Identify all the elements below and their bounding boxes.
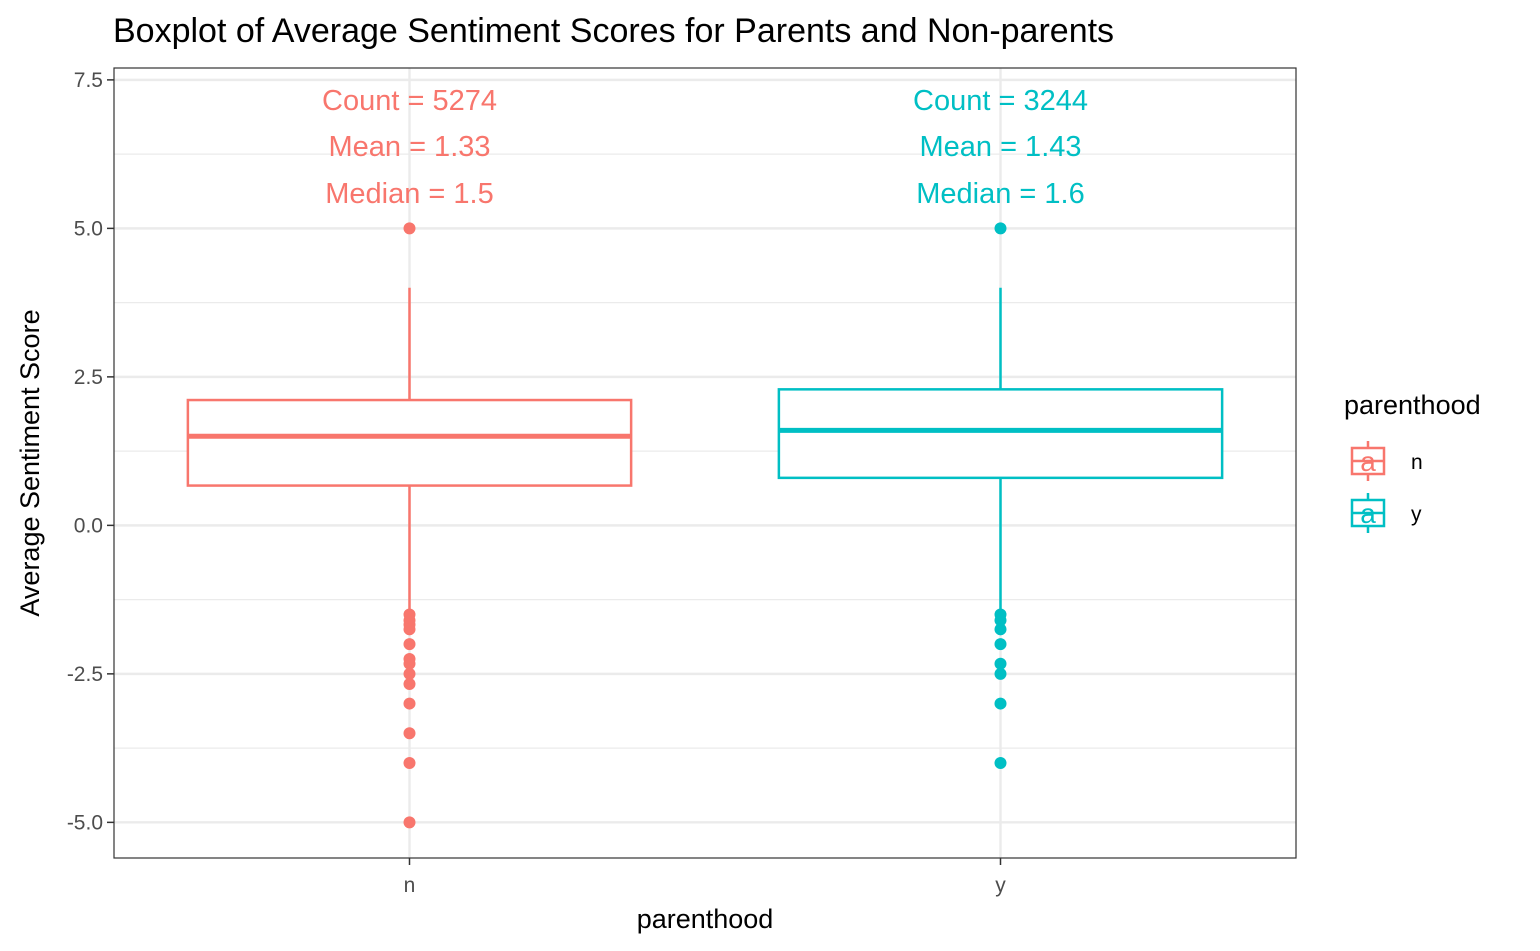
outlier-point [403,697,416,710]
legend-title: parenthood [1344,390,1481,420]
box-group-y [777,222,1224,769]
y-axis: -5.0 -2.5 0.0 2.5 5.0 7.5 [67,69,114,834]
x-tick-label: y [995,874,1006,897]
legend-label-y: y [1411,503,1422,526]
group-annotations: Count = 5274 Mean = 1.33 Median = 1.5 Count… [322,85,1088,210]
outlier-point [994,657,1007,670]
annotation-y: Count = 3244 [913,85,1088,117]
legend: parenthood a n a y [1344,390,1481,533]
boxplot-groups [186,222,1224,829]
outlier-point [403,623,416,636]
legend-key-n: a [1350,441,1386,481]
outlier-point [403,222,416,235]
outlier-point [403,677,416,690]
outlier-point [994,222,1007,235]
x-tick-label: n [404,874,416,897]
legend-key-glyph: a [1360,446,1376,477]
outlier-point [994,614,1007,627]
outlier-point [403,727,416,740]
annotation-y: Median = 1.6 [916,178,1084,210]
plot-panel-border [113,67,1297,859]
outlier-point [403,638,416,651]
outlier-point [403,816,416,829]
legend-key-y: a [1350,493,1386,533]
box-iqr [186,398,633,487]
legend-key-glyph: a [1360,498,1376,529]
y-tick-label: -5.0 [67,811,103,834]
outlier-point [403,657,416,670]
legend-label-n: n [1411,451,1423,474]
annotation-y: Mean = 1.43 [919,131,1081,163]
annotation-n: Median = 1.5 [325,178,493,210]
outlier-point [994,756,1007,769]
outlier-point [994,667,1007,680]
y-tick-label: 5.0 [74,217,103,240]
y-tick-label: 2.5 [74,366,103,389]
outlier-point [403,667,416,680]
annotation-n: Mean = 1.33 [328,131,490,163]
annotation-n: Count = 5274 [322,85,497,117]
y-axis-title: Average Sentiment Score [15,309,45,616]
box-group-n [186,222,633,829]
box-iqr [777,388,1224,480]
y-tick-label: -2.5 [67,663,103,686]
y-tick-label: 7.5 [74,69,103,92]
outlier-point [994,697,1007,710]
outlier-point [994,638,1007,651]
outlier-point [403,756,416,769]
chart-title: Boxplot of Average Sentiment Scores for … [113,12,1114,50]
y-tick-label: 0.0 [74,514,103,537]
outlier-point [994,623,1007,636]
x-axis-title: parenthood [637,904,774,934]
